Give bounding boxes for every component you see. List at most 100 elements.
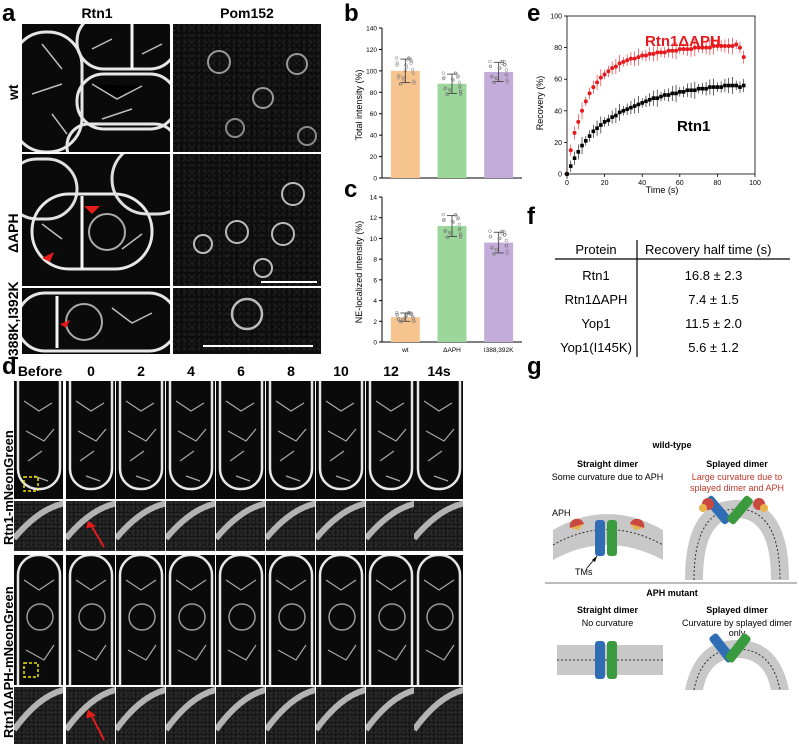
data-point — [504, 73, 508, 77]
y-tick-label: 80 — [554, 45, 562, 52]
data-point — [395, 61, 399, 65]
x-tick-label: 60 — [676, 180, 684, 187]
y-tick-label: 20 — [554, 140, 562, 147]
data-point — [617, 110, 622, 115]
data-point — [450, 219, 455, 224]
frap-frame — [66, 501, 115, 551]
data-point — [395, 56, 399, 60]
data-point — [643, 53, 648, 58]
frap-frame — [66, 687, 115, 744]
data-point — [445, 92, 449, 96]
chart-e-xlabel: Time (s) — [646, 185, 679, 195]
frap-frame — [116, 687, 165, 744]
data-point — [681, 47, 686, 52]
y-tick-label: 14 — [370, 195, 378, 202]
data-point — [488, 229, 492, 233]
data-point — [489, 74, 494, 79]
data-point — [602, 72, 607, 77]
data-point — [693, 88, 697, 93]
data-point — [494, 247, 498, 252]
data-point — [456, 75, 460, 79]
data-point — [719, 85, 723, 89]
chart-e-ylabel: Recovery (%) — [535, 76, 545, 131]
data-point — [587, 91, 592, 96]
panel-label-d: d — [2, 353, 17, 380]
panel-a-row-label-i388k: I388K,I392K — [5, 281, 21, 360]
data-point — [398, 82, 403, 86]
table-cell-value: 7.4 ± 1.5 — [688, 292, 739, 307]
y-tick-label: 0 — [558, 172, 562, 179]
data-point — [666, 93, 671, 97]
data-point — [488, 59, 492, 63]
y-tick-label: 2 — [373, 319, 377, 326]
data-point — [565, 172, 569, 176]
mut-splayed-title: Splayed dimer — [706, 605, 768, 615]
data-point — [722, 44, 727, 49]
table-header-protein: Protein — [575, 242, 617, 257]
panel-a-image-daph-rtn1 — [22, 154, 170, 286]
data-point — [606, 118, 611, 123]
data-point — [602, 120, 607, 124]
data-point — [610, 115, 614, 119]
data-point — [397, 73, 401, 78]
bar — [437, 83, 467, 178]
data-point — [395, 63, 399, 67]
wt-splayed-caption: Large curvature due to splayed dimer and… — [689, 472, 785, 493]
panel-a-col-label-pom152: Pom152 — [220, 5, 274, 21]
panel-label-e: e — [527, 0, 541, 27]
data-point — [737, 45, 742, 50]
panel-label-b: b — [344, 0, 359, 27]
data-point — [707, 45, 712, 50]
y-tick-label: 120 — [366, 47, 377, 54]
frap-frame — [366, 381, 415, 499]
frap-frame — [166, 687, 215, 744]
data-point — [734, 83, 738, 88]
data-point — [396, 317, 400, 322]
data-point — [568, 164, 573, 168]
data-point — [458, 235, 463, 239]
data-point — [625, 58, 630, 63]
frap-frame — [116, 501, 165, 551]
data-point — [494, 76, 498, 80]
data-point — [584, 139, 588, 143]
data-point — [629, 105, 633, 110]
wt-straight-title: Straight dimer — [576, 459, 638, 469]
data-point — [606, 69, 611, 74]
data-point — [458, 89, 463, 93]
data-point — [715, 85, 720, 89]
tms-label: TMs — [575, 567, 593, 577]
bar — [390, 70, 420, 178]
wt-splayed-title: Splayed dimer — [706, 459, 768, 469]
y-tick-label: 10 — [370, 236, 378, 243]
timepoint-label: 14s — [427, 363, 451, 379]
data-point — [410, 68, 415, 72]
data-point — [572, 130, 577, 135]
data-point — [640, 101, 644, 105]
data-point — [628, 56, 633, 61]
panel-a-image-i388k-pom152 — [173, 288, 321, 354]
data-point — [595, 126, 599, 130]
frap-frame — [166, 555, 215, 685]
frap-frame — [166, 381, 215, 499]
frap-frame — [366, 687, 415, 744]
data-point — [441, 71, 445, 75]
data-point — [587, 134, 592, 138]
data-point — [403, 69, 407, 73]
data-point — [704, 45, 709, 50]
y-tick-label: 12 — [370, 215, 378, 222]
data-point — [599, 123, 603, 127]
panel-label-a: a — [2, 0, 16, 27]
data-point — [441, 212, 445, 217]
chart-e: Recovery (%) Time (s) Rtn1ΔAPH Rtn1 0 20 4… — [535, 14, 761, 196]
chart-e-series-label-rtn1: Rtn1 — [677, 118, 710, 135]
bar — [484, 71, 514, 178]
data-point — [442, 76, 446, 81]
x-tick-label: 20 — [601, 180, 609, 187]
panel-label-c: c — [344, 176, 358, 203]
data-point — [651, 51, 656, 56]
data-point — [580, 108, 585, 113]
data-point — [666, 48, 671, 53]
data-point — [692, 45, 697, 50]
data-point — [450, 77, 455, 82]
x-tick-label: 100 — [749, 180, 761, 187]
